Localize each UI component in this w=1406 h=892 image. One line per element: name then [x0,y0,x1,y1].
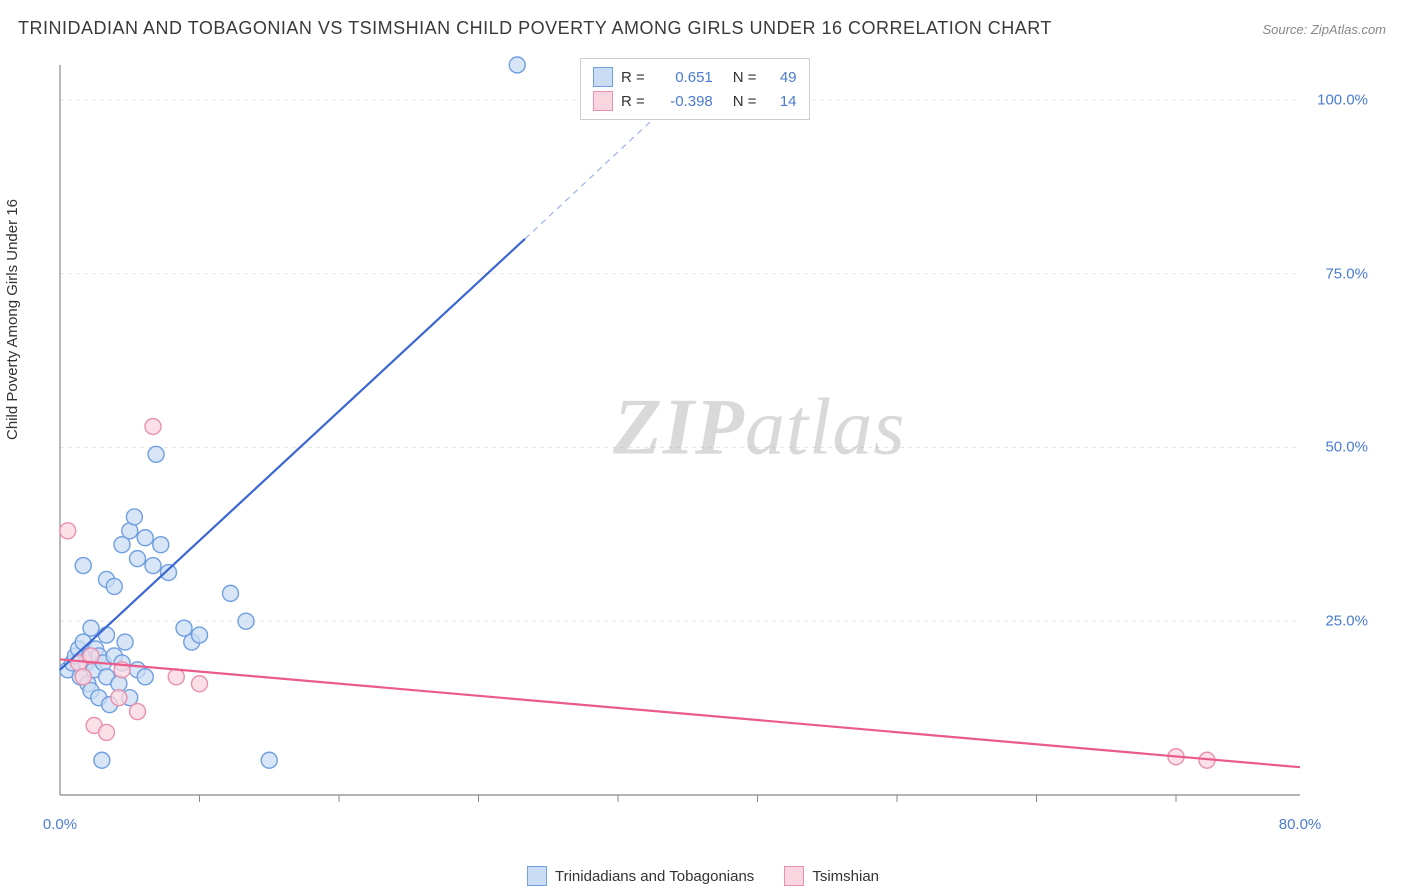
x-tick-label: 80.0% [1279,816,1322,833]
chart-title: TRINIDADIAN AND TOBAGONIAN VS TSIMSHIAN … [18,18,1052,39]
y-tick-label: 100.0% [1317,91,1368,108]
legend-r-value: -0.398 [653,93,713,110]
legend-swatch [784,866,804,886]
legend-n-value: 49 [765,69,797,86]
correlation-legend: R = 0.651 N = 49 R = -0.398 N = 14 [580,58,810,120]
legend-item: Trinidadians and Tobagonians [527,866,754,886]
legend-series-name: Trinidadians and Tobagonians [555,868,754,885]
chart-svg [50,55,1380,835]
legend-series-name: Tsimshian [812,868,879,885]
legend-swatch [593,67,613,87]
y-tick-label: 50.0% [1325,439,1368,456]
legend-row: R = -0.398 N = 14 [593,89,797,113]
legend-r-value: 0.651 [653,69,713,86]
legend-n-value: 14 [765,93,797,110]
legend-swatch [527,866,547,886]
legend-n-label: N = [733,93,757,110]
legend-row: R = 0.651 N = 49 [593,65,797,89]
y-tick-label: 25.0% [1325,613,1368,630]
y-tick-label: 75.0% [1325,265,1368,282]
y-axis-label: Child Poverty Among Girls Under 16 [4,199,21,440]
chart-area: 25.0%50.0%75.0%100.0%0.0%80.0% [50,55,1380,835]
legend-r-label: R = [621,93,645,110]
legend-r-label: R = [621,69,645,86]
legend-item: Tsimshian [784,866,879,886]
legend-swatch [593,91,613,111]
x-tick-label: 0.0% [43,816,77,833]
source-label: Source: ZipAtlas.com [1262,22,1386,37]
legend-n-label: N = [733,69,757,86]
series-legend: Trinidadians and Tobagonians Tsimshian [527,866,879,886]
